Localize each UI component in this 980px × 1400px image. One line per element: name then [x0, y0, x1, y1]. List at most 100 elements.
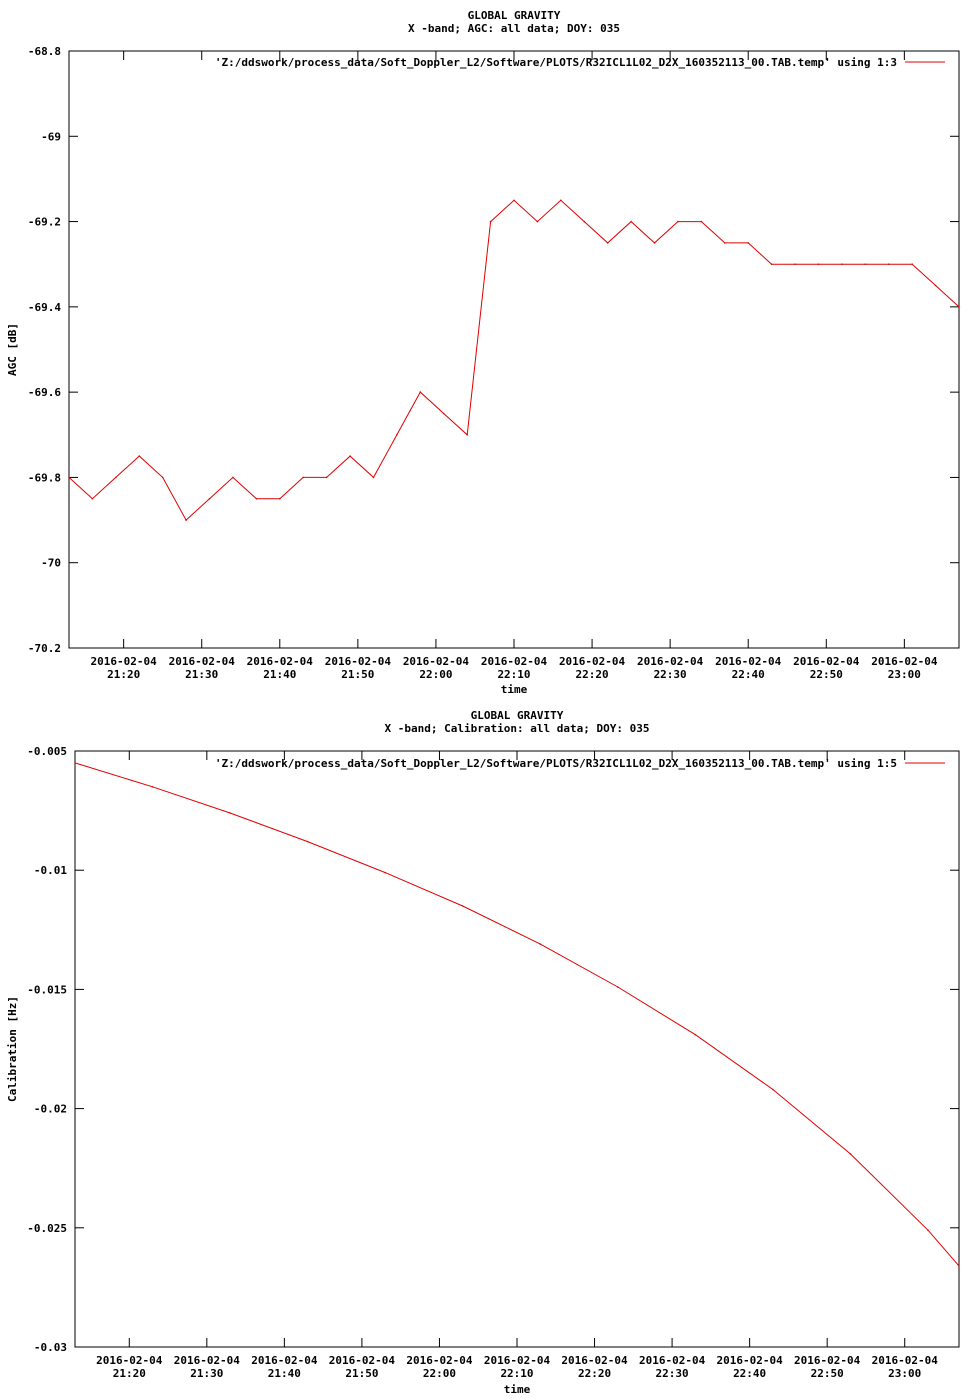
chart1-y-tick-label: -69.4	[28, 301, 61, 314]
chart2-x-tick-time: 22:30	[656, 1367, 689, 1380]
chart1-data-point	[185, 519, 187, 521]
chart1-x-tick-date: 2016-02-04	[247, 655, 314, 668]
chart1-x-tick-time: 21:40	[263, 668, 296, 681]
chart2-y-tick-label: -0.025	[27, 1222, 67, 1235]
chart2-x-tick-date: 2016-02-04	[484, 1354, 551, 1367]
chart2-data-point	[461, 905, 464, 907]
chart1-x-tick-time: 22:40	[732, 668, 765, 681]
chart1-x-tick-date: 2016-02-04	[403, 655, 470, 668]
chart2-x-tick-time: 21:30	[190, 1367, 223, 1380]
chart1-x-tick-date: 2016-02-04	[559, 655, 626, 668]
chart1-x-tick-date: 2016-02-04	[637, 655, 704, 668]
chart1-data-point	[560, 199, 562, 202]
chart2-data-point	[927, 1229, 929, 1231]
chart2-x-tick-time: 21:20	[113, 1367, 146, 1380]
chart1-data-point	[255, 497, 258, 500]
chart2-data-point	[958, 1265, 960, 1267]
chart2-x-tick-date: 2016-02-04	[794, 1354, 861, 1367]
chart1-data-point	[419, 391, 422, 393]
chart1-x-tick-time: 23:00	[888, 668, 921, 681]
chart1-y-tick-label: -68.8	[28, 45, 61, 58]
chart1-series-line	[68, 199, 960, 521]
chart2-data-point	[229, 812, 231, 814]
chart2-data-point	[772, 1088, 774, 1091]
chart1-x-tick-date: 2016-02-04	[91, 655, 158, 668]
chart1-title: GLOBAL GRAVITY	[468, 9, 561, 22]
chart2-x-tick-time: 21:50	[345, 1367, 378, 1380]
chart2-x-tick-date: 2016-02-04	[251, 1354, 318, 1367]
chart2-data-point	[849, 1153, 852, 1155]
chart1-data-point	[138, 455, 141, 457]
chart1-data-point	[583, 220, 586, 223]
chart2-data-point	[384, 871, 387, 874]
chart1-data-point	[747, 242, 749, 244]
chart1-plot-frame	[68, 50, 960, 649]
chart2-series-line	[74, 762, 960, 1267]
chart2-data-point	[151, 786, 154, 788]
chart2-y-tick-label: -0.01	[34, 864, 67, 877]
chart1-data-point	[302, 476, 305, 479]
chart1-data-point	[934, 284, 937, 287]
chart2-data-point	[617, 986, 619, 988]
chart1-x-tick-date: 2016-02-04	[871, 655, 938, 668]
chart1-y-tick-label: -69.8	[28, 471, 61, 484]
chart1-data-point	[68, 476, 70, 479]
chart1-y-axis-label: AGC [dB]	[6, 323, 19, 376]
chart1-data-point	[817, 263, 820, 266]
chart1-legend-label: 'Z:/ddswork/process_data/Soft_Doppler_L2…	[215, 56, 897, 69]
chart2-x-tick-time: 21:40	[268, 1367, 301, 1380]
chart1-x-tick-time: 22:00	[419, 668, 452, 681]
chart1-x-tick-time: 21:20	[107, 668, 140, 681]
chart1-data-point	[677, 220, 679, 223]
chart1-x-axis-label: time	[501, 683, 528, 696]
chart2-legend-label: 'Z:/ddswork/process_data/Soft_Doppler_L2…	[215, 757, 897, 770]
chart2-x-tick-time: 22:50	[811, 1367, 844, 1380]
chart2-x-tick-time: 22:00	[423, 1367, 456, 1380]
chart1-x-tick-time: 22:50	[810, 668, 843, 681]
chart2-data-point	[539, 943, 542, 945]
chart1-data-point	[770, 263, 773, 266]
chart1-data-point	[161, 476, 164, 479]
chart1-data-point	[700, 220, 703, 223]
chart1-x-tick-time: 22:20	[576, 668, 609, 681]
chart1-data-point	[232, 476, 234, 479]
chart1-y-tick-label: -69.6	[28, 386, 61, 399]
chart2-data-point	[306, 840, 309, 843]
chart1-x-tick-date: 2016-02-04	[481, 655, 548, 668]
chart1-data-point	[489, 220, 492, 223]
chart1-data-point	[841, 263, 843, 266]
chart1-data-point	[887, 263, 890, 266]
chart1-data-point	[630, 220, 632, 223]
chart1-data-point	[279, 497, 281, 500]
chart1-x-tick-time: 21:30	[185, 668, 218, 681]
chart1-data-point	[794, 263, 796, 266]
chart1-data-point	[208, 497, 211, 500]
chart1-x-tick-date: 2016-02-04	[169, 655, 236, 668]
chart1-subtitle: X -band; AGC: all data; DOY: 035	[408, 22, 620, 35]
chart2-subtitle: X -band; Calibration: all data; DOY: 035	[385, 722, 650, 735]
chart1-y-tick-label: -70.2	[28, 642, 61, 655]
chart2-plot-frame	[74, 750, 960, 1348]
chart1-x-tick-time: 21:50	[341, 668, 374, 681]
chart1-x-tick-time: 22:30	[654, 668, 687, 681]
chart1-x-tick-time: 22:10	[497, 668, 530, 681]
chart2-x-tick-date: 2016-02-04	[872, 1354, 939, 1367]
chart2-data-point	[74, 762, 76, 764]
chart1-y-tick-label: -69	[41, 130, 61, 143]
chart1-data-point	[349, 455, 351, 457]
chart1-y-tick-label: -69.2	[28, 216, 61, 229]
chart1-data-point	[513, 199, 515, 202]
chart2-x-tick-time: 22:10	[500, 1367, 533, 1380]
chart2-x-tick-date: 2016-02-04	[717, 1354, 784, 1367]
chart1-x-tick-date: 2016-02-04	[793, 655, 860, 668]
chart2-x-tick-date: 2016-02-04	[639, 1354, 706, 1367]
chart1-data-point	[724, 242, 726, 244]
chart2-x-tick-date: 2016-02-04	[561, 1354, 628, 1367]
chart1-y-tick-label: -70	[41, 557, 61, 570]
chart2-x-axis-label: time	[504, 1383, 531, 1396]
chart1-data-point	[466, 434, 469, 436]
chart2-data-point	[694, 1033, 697, 1036]
chart2-x-tick-date: 2016-02-04	[329, 1354, 396, 1367]
chart1-data-point	[372, 476, 375, 479]
